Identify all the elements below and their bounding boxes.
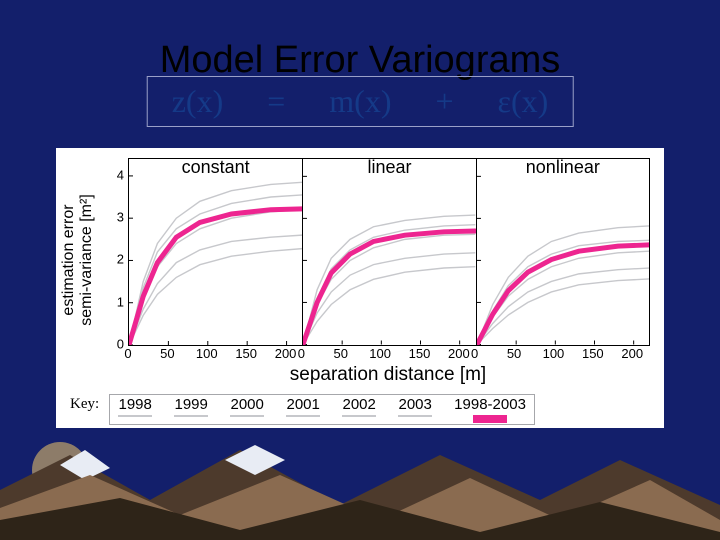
chart-panel-nonlinear: nonlinear (476, 159, 649, 345)
legend-item: 1999 (174, 397, 208, 417)
figure-container: estimation error semi-variance [m²] 0123… (56, 148, 664, 428)
eq-plus: + (435, 83, 453, 120)
chart-panel-constant: constant (129, 159, 302, 345)
x-axis-label: separation distance [m] (128, 364, 648, 386)
y-tick-labels: 01234 (112, 158, 126, 344)
mountain-decoration (0, 420, 720, 540)
x-tick-labels: 050100150200 (301, 346, 474, 362)
chart-panels: constantlinearnonlinear (128, 158, 650, 346)
eq-m: m(x) (329, 83, 391, 120)
legend-item: 2003 (398, 397, 432, 417)
legend-item: 2002 (342, 397, 376, 417)
eq-z: z(x) (172, 83, 224, 120)
slide-root: Model Error Variograms z(x) = m(x) + ε(x… (0, 0, 720, 540)
equation-box: z(x) = m(x) + ε(x) (147, 76, 574, 127)
legend-item: 2001 (286, 397, 320, 417)
legend-item-combined: 1998-2003 (454, 397, 526, 423)
legend-item: 1998 (118, 397, 152, 417)
ylabel-line1: estimation error (60, 180, 78, 340)
x-tick-labels: 050100150200 (475, 346, 648, 362)
ylabel-line2: semi-variance [m²] (78, 180, 96, 340)
legend-key-label: Key: (70, 396, 99, 413)
chart-panel-linear: linear (302, 159, 475, 345)
x-tick-labels: 050100150200 (128, 346, 301, 362)
eq-eps: ε(x) (498, 83, 549, 120)
eq-equals: = (267, 83, 285, 120)
y-axis-label: estimation error semi-variance [m²] (62, 164, 96, 340)
legend-item: 2000 (230, 397, 264, 417)
